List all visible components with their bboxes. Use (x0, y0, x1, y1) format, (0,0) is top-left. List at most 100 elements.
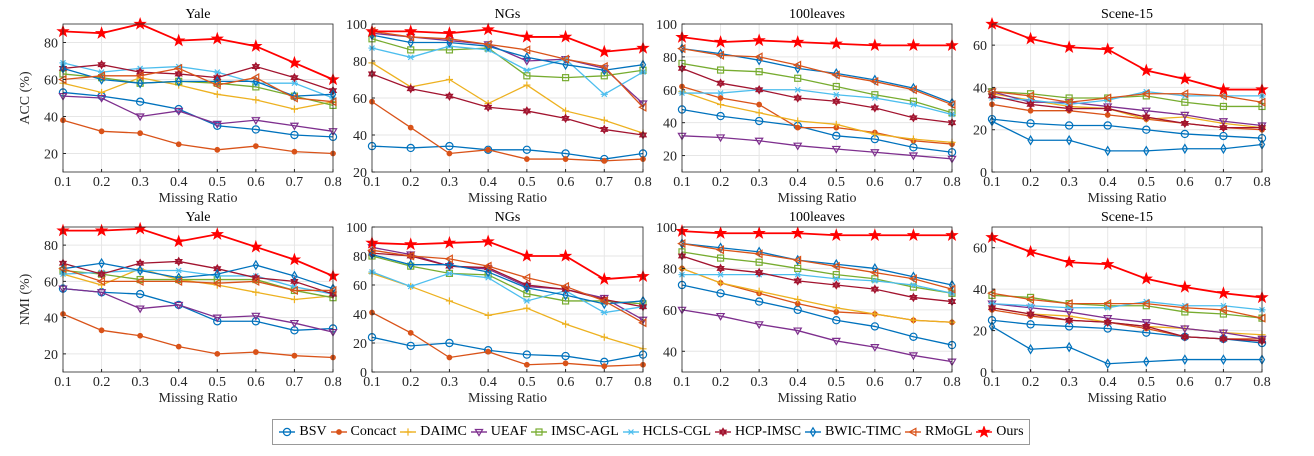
legend-label: Ours (996, 424, 1024, 439)
legend-label: Concact (350, 424, 397, 439)
data-point (713, 35, 728, 48)
series-rmogl (987, 87, 1266, 107)
data-point (716, 254, 725, 262)
data-point (1103, 103, 1112, 114)
data-point (1101, 257, 1115, 270)
legend-item-imsc-agl: IMSC-AGL (530, 424, 619, 440)
data-point (523, 304, 531, 312)
legend-marker (404, 428, 412, 436)
series-line (62, 260, 334, 295)
data-point (523, 282, 531, 294)
data-point (445, 270, 454, 277)
data-point (715, 134, 726, 143)
data-point (831, 337, 841, 346)
y-tick-label: 80 (663, 262, 677, 277)
data-point (794, 86, 802, 93)
data-point (96, 94, 107, 103)
data-point (520, 248, 534, 262)
data-point (794, 74, 802, 82)
subplot-100leaves-nmi: 0.1 0.2 0.3 0.4 0.5 0.6 0.7 0.8 40 60 80 100 100leav… (656, 210, 961, 406)
y-tick-label: 40 (353, 129, 367, 144)
x-tick-label: 0.5 (828, 175, 846, 190)
data-point (909, 112, 918, 123)
series-line (991, 236, 1263, 299)
data-point (135, 276, 144, 286)
data-point (1219, 122, 1228, 133)
series-line (62, 67, 334, 97)
data-point (445, 75, 454, 84)
x-tick-label: 0.7 (905, 375, 923, 390)
y-tick-label: 20 (353, 337, 367, 352)
data-point (793, 276, 802, 286)
series-line (371, 45, 644, 96)
circle-marker-icon (279, 427, 296, 437)
legend-label: HCP-IMSC (734, 424, 802, 439)
data-point (97, 269, 106, 279)
x-tick-label: 0.6 (557, 375, 575, 390)
series-ours (675, 30, 959, 52)
data-point (871, 277, 879, 284)
data-point (214, 350, 221, 357)
data-point (251, 117, 261, 125)
data-point (523, 361, 530, 368)
subplot-ngs-nmi: 0.1 0.2 0.3 0.4 0.5 0.6 0.7 0.8 0 20 40 60 80 100 NGs M… (346, 210, 652, 406)
subplot-title: Scene-15 (1101, 7, 1153, 22)
axes-box (991, 226, 1263, 373)
series-line (371, 255, 644, 305)
x-tick-label: 0.8 (634, 175, 652, 190)
data-point (1104, 145, 1111, 157)
x-tick-label: 0.4 (479, 375, 497, 390)
data-point (404, 237, 418, 251)
series-line (681, 242, 953, 286)
data-point (1026, 99, 1035, 110)
series-line (681, 85, 953, 145)
data-point (407, 329, 414, 336)
data-point (406, 83, 415, 94)
axes-box (681, 23, 953, 173)
series-bsv (367, 333, 648, 367)
data-point (715, 50, 725, 60)
data-point (754, 321, 764, 330)
data-point (522, 350, 532, 359)
data-point (832, 316, 841, 325)
series-concact (60, 311, 336, 361)
data-point (755, 54, 763, 66)
data-point (909, 283, 918, 291)
data-point (561, 107, 570, 115)
data-point (755, 109, 763, 117)
legend-item-ueaf: UEAF (470, 424, 528, 440)
data-point (561, 113, 570, 124)
data-point (287, 55, 302, 69)
data-point (1181, 143, 1189, 155)
data-point (251, 317, 261, 326)
x-tick-label: 0.8 (324, 175, 342, 190)
data-point (484, 266, 492, 278)
x-tick-label: 0.1 (673, 175, 691, 190)
series-line (681, 90, 953, 144)
y-tick-label: 100 (346, 18, 367, 33)
data-point (794, 124, 801, 131)
y-tick-label: 80 (663, 51, 677, 66)
x-axis-label: Missing Ratio (159, 191, 238, 206)
data-point (520, 29, 534, 43)
data-point (871, 275, 879, 283)
series-line (681, 267, 953, 323)
series-line (681, 36, 952, 47)
data-point (407, 54, 415, 61)
data-point (716, 111, 725, 121)
data-point (406, 341, 415, 351)
data-point (754, 52, 763, 62)
legend-label: UEAF (490, 424, 528, 439)
series-line (991, 120, 1263, 152)
y-tick-label: 60 (44, 275, 58, 290)
data-point (444, 254, 453, 264)
series-line (371, 38, 644, 79)
data-point (445, 297, 454, 305)
data-point (290, 105, 299, 113)
data-point (446, 150, 453, 157)
series-line (991, 91, 1262, 108)
data-point (1062, 40, 1076, 53)
series-line (371, 145, 644, 160)
data-point (483, 261, 492, 271)
data-point (1062, 255, 1076, 268)
